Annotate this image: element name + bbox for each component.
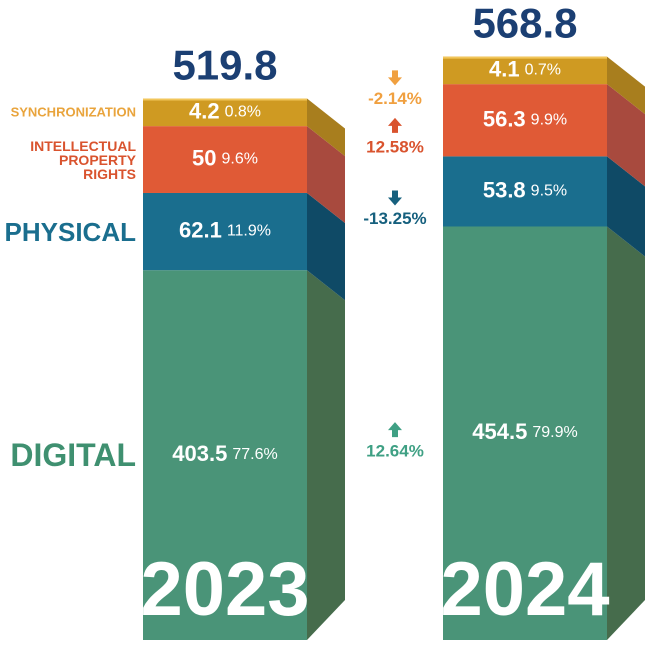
segment-share: 79.9% [532,424,577,441]
bar-side [307,98,345,157]
segment-share: 77.6% [232,446,277,463]
bar-side [307,126,345,223]
series-name: DIGITAL [10,437,136,474]
change-arrow [388,70,402,86]
bar-side [307,270,345,640]
segment-share: 9.9% [531,111,567,128]
segment-share: 9.6% [222,151,258,168]
change-label: 12.58% [366,137,424,156]
segment-label: 454.5 79.9% [472,419,577,444]
series-name: SYNCHRONIZATION [10,104,136,120]
bar-side [607,56,645,115]
segment-value: 454.5 [472,419,527,444]
year-label: 2024 [440,547,609,632]
bar-side [307,192,345,301]
segment-value: 4.2 [189,98,220,123]
segment-value: 62.1 [179,217,222,242]
segment-label: 53.8 9.5% [483,177,567,202]
segment-value: 50 [192,145,216,170]
segment-value: 403.5 [172,441,227,466]
segment-share: 11.9% [227,223,271,240]
bar-segment [143,192,307,271]
change-arrow [388,117,402,133]
series-name: PHYSICAL [4,216,136,247]
bar-segment [443,84,607,157]
segment-label: 403.5 77.6% [172,441,277,466]
segment-share: 0.8% [225,104,261,121]
change-label: 12.64% [366,442,424,461]
segment-share: 9.5% [531,183,567,200]
bar-segment [143,126,307,193]
segment-label: 4.1 0.7% [489,56,561,81]
segment-label: 50 9.6% [192,145,258,170]
year-label: 2023 [140,547,309,632]
segment-label: 56.3 9.9% [483,106,567,131]
total-label: 519.8 [172,42,277,89]
segment-value: 4.1 [489,56,520,81]
series-name: INTELLECTUAL PROPERTY RIGHTS [30,137,136,182]
bar-side [607,226,645,640]
bar-side [607,84,645,187]
segment-label: 62.1 11.9% [179,217,271,242]
total-label: 568.8 [472,0,577,47]
bar-segment [443,226,607,640]
change-arrow [388,422,402,438]
bar-side [607,156,645,257]
segment-share: 0.7% [525,62,561,79]
segment-value: 53.8 [483,177,526,202]
segment-value: 56.3 [483,106,526,131]
bar-segment [143,270,307,640]
change-label: -2.14% [368,89,422,108]
bar-segment [143,98,307,127]
change-arrow [388,190,402,206]
bar-segment [443,156,607,227]
segment-label: 4.2 0.8% [189,98,261,123]
bar-segment [443,56,607,85]
change-label: -13.25% [363,209,426,228]
